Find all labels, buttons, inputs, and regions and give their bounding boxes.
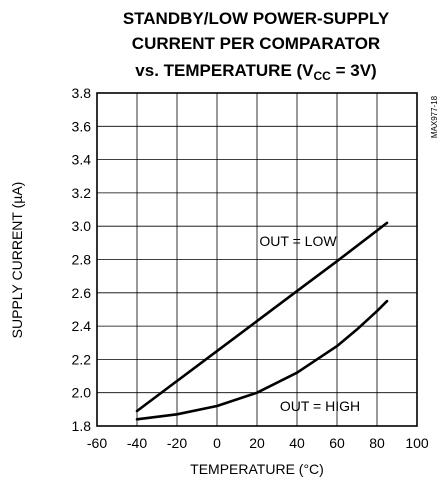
y-tick-label: 2.8 [72,252,92,268]
part-code-label: MAX977-18 [430,95,439,138]
x-tick-label: 100 [405,435,429,451]
x-tick-label: 0 [213,435,221,451]
tick-labels: -60 -40 -20 0 20 40 60 80 100 1.8 2.0 2.2 2.4 2.6 2.8 3… [72,85,429,451]
x-tick-label: 20 [249,435,265,451]
series-line-out-low [135,221,389,413]
y-tick-label: 3.0 [72,218,92,234]
y-axis-label: SUPPLY CURRENT (µA) [9,182,25,339]
chart-title-subscript: CC [314,69,332,83]
x-tick-label: 60 [329,435,345,451]
y-tick-label: 2.0 [72,385,92,401]
y-tick-label: 2.2 [72,351,92,367]
series-lines [135,221,389,421]
series-label-out-high: OUT = HIGH [280,398,360,414]
y-tick-label: 3.2 [72,185,92,201]
series-line-out-high [135,299,389,421]
y-tick-label: 2.6 [72,285,92,301]
x-tick-label: -60 [87,435,107,451]
x-axis-label: TEMPERATURE (°C) [190,461,324,477]
chart-title-line-3-prefix: vs. TEMPERATURE (V [135,61,314,80]
chart-title-line-1: STANDBY/LOW POWER-SUPPLY [123,9,390,28]
y-tick-label: 3.4 [72,152,92,168]
x-tick-label: 80 [369,435,385,451]
plot-frame [96,92,418,427]
y-tick-label: 3.8 [72,85,92,101]
x-tick-label: -20 [167,435,187,451]
chart-title-line-3: vs. TEMPERATURE (VCC = 3V) [135,61,376,83]
chart-title: STANDBY/LOW POWER-SUPPLY CURRENT PER COM… [123,9,390,83]
series-label-out-low: OUT = LOW [259,233,337,249]
x-tick-label: 40 [289,435,305,451]
chart-title-line-2: CURRENT PER COMPARATOR [132,34,380,53]
y-tick-label: 2.4 [72,318,92,334]
chart-title-line-3-suffix: = 3V) [331,61,377,80]
x-tick-label: -40 [127,435,147,451]
grid [96,92,418,427]
y-tick-label: 1.8 [72,418,92,434]
y-tick-label: 3.6 [72,118,92,134]
